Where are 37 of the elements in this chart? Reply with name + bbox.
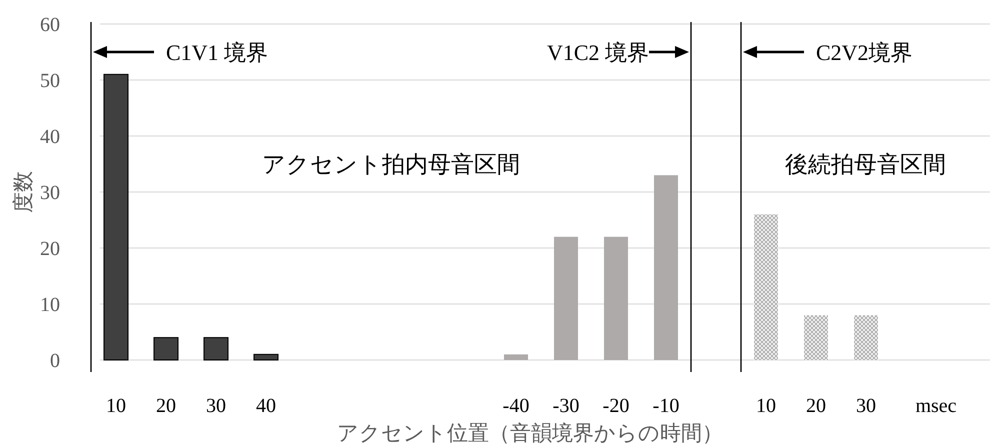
bar <box>254 354 278 360</box>
x-tick-label: 20 <box>806 395 826 417</box>
annotation: V1C2 境界 <box>546 40 649 65</box>
y-tick-label: 0 <box>50 350 60 372</box>
x-tick-label: -40 <box>502 395 530 417</box>
x-tick-label: -20 <box>602 395 630 417</box>
bar <box>854 315 878 360</box>
bar <box>154 337 178 360</box>
text: msec <box>915 395 957 417</box>
bar <box>604 236 628 360</box>
annotation: C2V2境界 <box>816 40 913 65</box>
x-tick-label: -10 <box>652 395 680 417</box>
bar <box>804 315 828 360</box>
y-tick-label: 50 <box>40 70 60 92</box>
annotation: アクセント拍内母音区間 <box>262 152 520 177</box>
x-tick-label: 10 <box>106 395 126 417</box>
y-tick-label: 30 <box>40 182 60 204</box>
annotation: C1V1 境界 <box>166 40 268 65</box>
bar <box>504 354 528 360</box>
x-tick-label: -30 <box>552 395 580 417</box>
annotation: 後続拍母音区間 <box>785 152 946 177</box>
x-tick-label: 40 <box>256 395 276 417</box>
bar <box>554 236 578 360</box>
y-tick-label: 20 <box>40 238 60 260</box>
x-axis-title: アクセント位置（音韻境界からの時間） <box>337 421 723 444</box>
bar <box>204 337 228 360</box>
x-tick-label: 30 <box>856 395 876 417</box>
x-tick-label: 30 <box>206 395 226 417</box>
y-tick-label: 10 <box>40 294 60 316</box>
y-tick-label: 60 <box>40 14 60 36</box>
bar <box>104 74 128 360</box>
bar <box>754 214 778 360</box>
y-axis-title: 度数 <box>11 171 35 213</box>
x-tick-label: 10 <box>756 395 776 417</box>
bar <box>654 175 678 360</box>
y-tick-label: 40 <box>40 126 60 148</box>
x-tick-label: 20 <box>156 395 176 417</box>
